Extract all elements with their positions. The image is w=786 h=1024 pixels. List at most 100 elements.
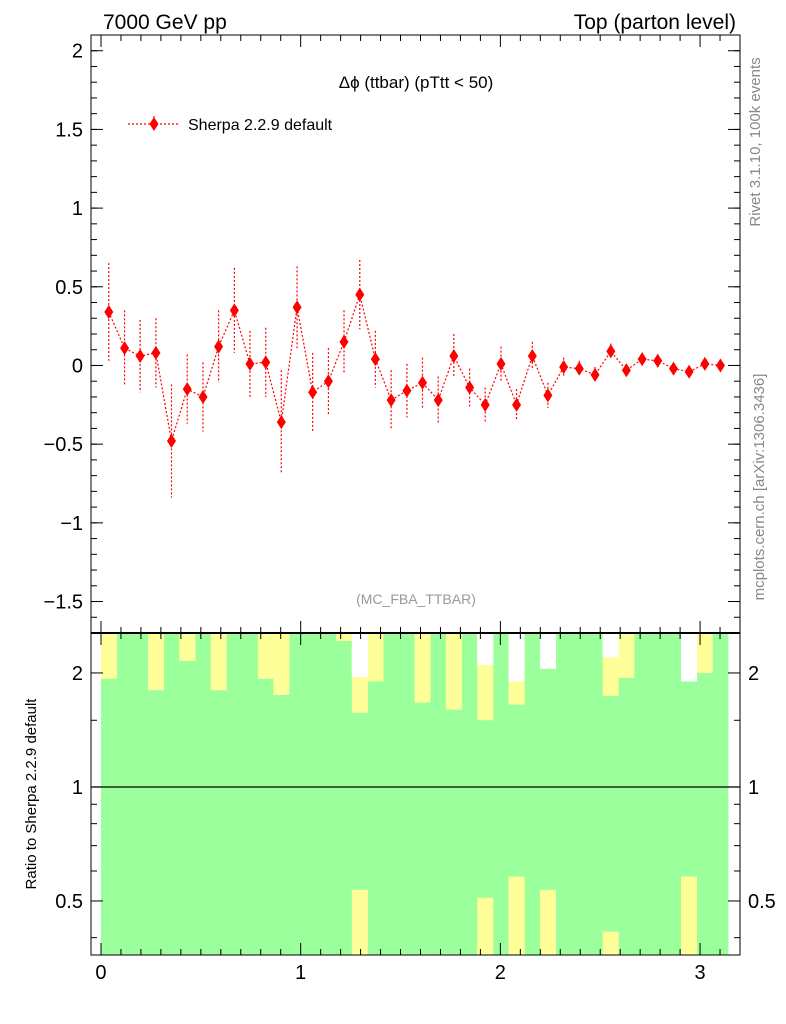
ratio-band-bin <box>226 633 243 955</box>
data-point <box>590 367 600 382</box>
ratio-band-bin <box>100 633 118 955</box>
ratio-band-bin <box>508 876 525 955</box>
ratio-band-bin <box>539 633 556 955</box>
ratio-band-bin <box>477 897 494 955</box>
data-point <box>104 304 114 319</box>
ratio-y-tick-label-right: 2 <box>748 663 759 685</box>
data-point <box>166 434 176 449</box>
ratio-band-bin <box>445 633 462 710</box>
data-point <box>135 349 145 364</box>
data-point <box>276 415 286 430</box>
data-point <box>606 344 616 359</box>
data-point <box>370 352 380 367</box>
ratio-x-tick-label: 0 <box>95 962 106 984</box>
main-y-tick-label: −1 <box>60 513 83 535</box>
ratio-band-bin <box>492 633 509 955</box>
data-point <box>669 361 679 376</box>
ratio-band-bin <box>477 633 494 665</box>
ratio-band-bin <box>273 633 290 955</box>
ratio-band-bin <box>602 633 619 955</box>
ratio-x-tick-label: 1 <box>295 962 306 984</box>
data-point <box>308 385 318 400</box>
data-point <box>480 397 490 412</box>
main-y-tick-label: 1 <box>72 198 83 220</box>
ratio-band-bin <box>195 633 212 955</box>
data-point <box>120 341 130 356</box>
ratio-band-bin <box>524 633 541 955</box>
data-point <box>292 300 302 315</box>
ratio-band-bin <box>273 633 290 695</box>
ratio-band-bin <box>618 633 635 678</box>
data-point <box>512 397 522 412</box>
ratio-band-bin <box>336 633 353 641</box>
ratio-band-bin <box>383 633 400 955</box>
data-point <box>621 363 631 378</box>
series-line <box>108 292 721 442</box>
ratio-band-bin <box>461 633 478 955</box>
ratio-band-bin <box>179 633 196 955</box>
data-point <box>559 360 569 375</box>
ratio-band-bin <box>163 633 180 955</box>
main-y-tick-label: 2 <box>72 41 83 63</box>
ratio-band-bin <box>336 633 353 955</box>
data-point <box>700 356 710 371</box>
ratio-y-tick-label: 0.5 <box>55 891 83 913</box>
ratio-band-bin <box>351 633 368 678</box>
ratio-band-bin <box>210 633 227 955</box>
ratio-bands <box>100 633 729 955</box>
main-panel: 2 1.5 1 0.5 0 −0.5 −1 −1.5 Δϕ (ttbar) (pTtt < 5… <box>44 34 741 634</box>
ratio-band-bin <box>289 633 306 955</box>
data-point <box>637 352 647 367</box>
ratio-y-tick-label-right: 0.5 <box>748 891 776 913</box>
ratio-y-tick-label: 1 <box>72 777 83 799</box>
ratio-band-bin <box>367 633 384 682</box>
ratio-band-bin <box>649 633 666 955</box>
main-y-tick-label: 0.5 <box>55 277 83 299</box>
ratio-band-bin <box>602 931 619 955</box>
ratio-band-bin <box>539 889 556 955</box>
header-right: Top (parton level) <box>574 11 736 34</box>
ratio-x-tick-label: 3 <box>694 962 705 984</box>
ratio-band-bin <box>430 633 447 955</box>
ratio-band-bin <box>712 633 729 955</box>
ratio-band-bin <box>351 633 368 955</box>
ratio-y-tick-label-right: 1 <box>748 777 759 799</box>
ratio-band-bin <box>148 633 165 955</box>
ratio-band-bin <box>680 876 698 955</box>
ratio-band-bin <box>665 633 682 955</box>
ratio-band-bin <box>508 633 525 955</box>
data-point <box>417 375 427 390</box>
ratio-band-bin <box>179 633 196 662</box>
data-point <box>151 345 161 360</box>
data-point <box>433 393 443 408</box>
ratio-band-bin <box>210 633 227 691</box>
ratio-band-bin <box>539 633 556 669</box>
ratio-y-tick-label: 2 <box>72 663 83 685</box>
main-data-marks <box>104 260 725 498</box>
data-point <box>261 355 271 370</box>
ratio-band-bin <box>257 633 274 955</box>
data-point <box>543 388 553 403</box>
data-point <box>715 358 725 373</box>
main-title: Δϕ (ttbar) (pTtt < 50) <box>339 73 494 92</box>
data-point <box>496 356 506 371</box>
side-label-version: Rivet 3.1.10, 100k events <box>747 57 764 226</box>
data-point <box>527 349 537 364</box>
ratio-band-bin <box>586 633 604 955</box>
ratio-x-tick-label: 2 <box>495 962 506 984</box>
ratio-band-bin <box>242 633 259 955</box>
data-point <box>465 380 475 395</box>
ratio-band-bin <box>680 633 698 955</box>
ratio-band-bin <box>602 633 619 658</box>
legend-series-label: Sherpa 2.2.9 default <box>188 117 333 134</box>
legend-diamond-marker <box>149 117 159 131</box>
ratio-band-bin <box>414 633 431 955</box>
data-point <box>229 303 239 318</box>
ratio-band-bin <box>320 633 337 955</box>
legend: Sherpa 2.2.9 default <box>128 116 333 134</box>
ratio-band-bin <box>618 633 635 955</box>
ratio-band-bin <box>571 633 588 955</box>
ratio-ylabel: Ratio to Sherpa 2.2.9 default <box>23 698 40 890</box>
ratio-band-bin <box>351 889 368 955</box>
